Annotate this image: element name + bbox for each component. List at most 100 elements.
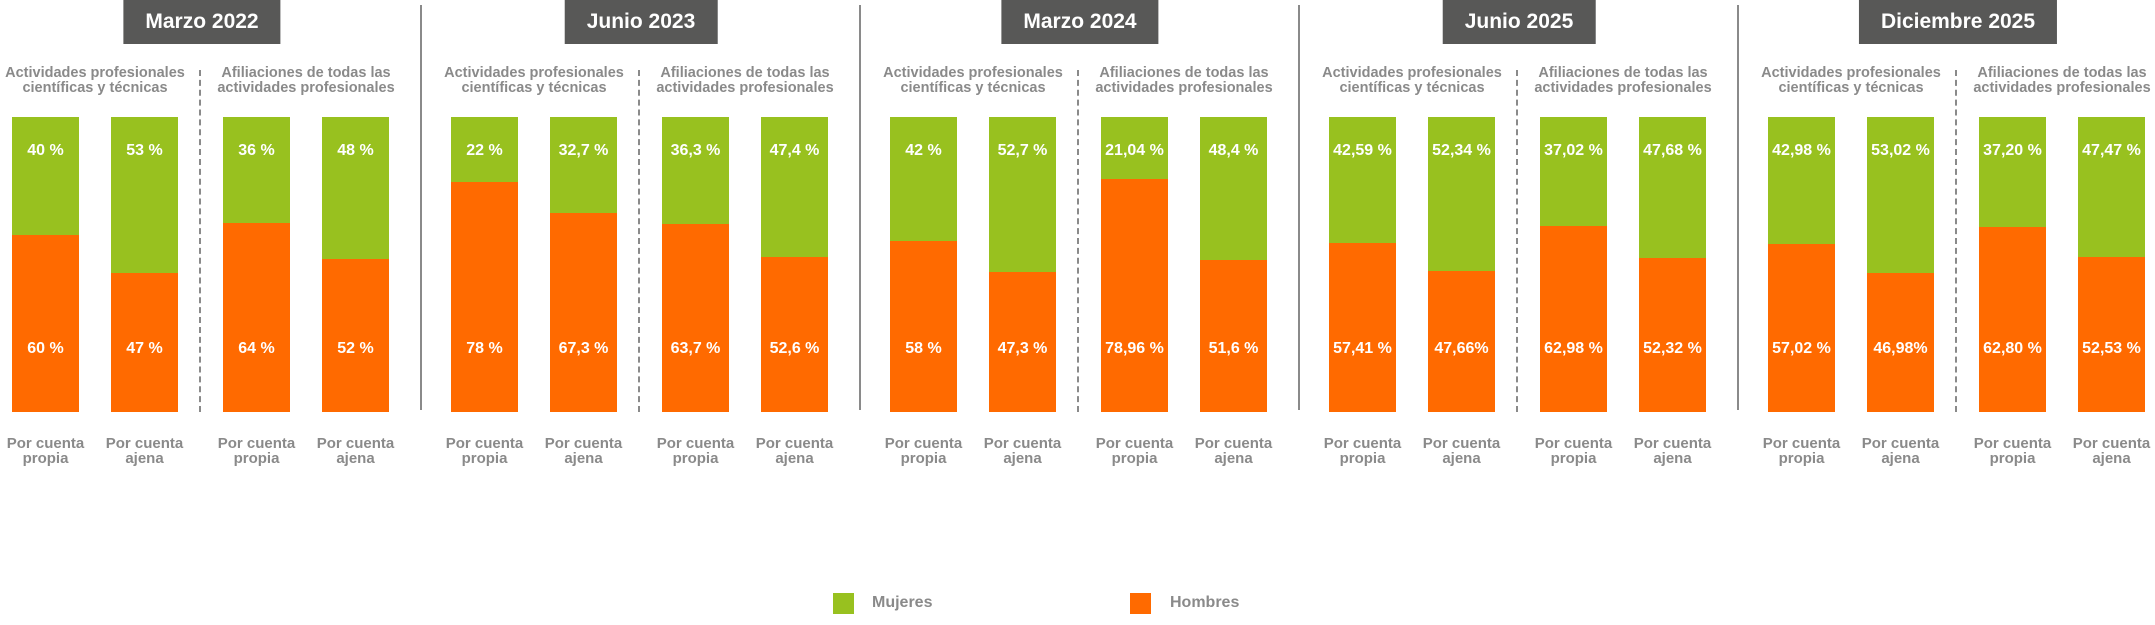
data-label-mujeres: 42,59 % — [1333, 142, 1392, 159]
group-divider-dashed — [638, 70, 640, 412]
data-label-mujeres: 36,3 % — [670, 142, 721, 159]
data-label-mujeres: 37,02 % — [1544, 142, 1603, 159]
group-title-line: Actividades profesionales — [1322, 65, 1502, 81]
panel-1: Junio 2023 Actividades profesionales cient… — [420, 0, 861, 625]
bar-segment-hombres — [2078, 257, 2145, 412]
stacked-bar: 42,98 % 57,02 % — [1768, 117, 1835, 412]
category-label-line: Por cuenta — [1194, 435, 1273, 452]
panel-title: Diciembre 2025 — [1858, 0, 2058, 44]
category-label: Por cuenta ajena — [1412, 436, 1512, 466]
category-label-line: Por cuenta — [656, 435, 735, 452]
group-title: Afiliaciones de todas las actividades pro… — [1952, 66, 2155, 96]
panel-title: Junio 2025 — [1442, 0, 1596, 44]
group-title-line: Afiliaciones de todas las — [1977, 65, 2147, 81]
data-label-mujeres: 21,04 % — [1105, 142, 1164, 159]
category-label: Por cuenta ajena — [306, 436, 406, 466]
data-label-mujeres: 48,4 % — [1208, 142, 1259, 159]
bar-segment-mujeres — [662, 117, 729, 225]
category-label-line: Por cuenta — [1095, 435, 1174, 452]
group-title: Actividades profesionales científicas y t… — [863, 66, 1083, 96]
bar-segment-mujeres — [550, 117, 617, 214]
group-title-line: Actividades profesionales — [444, 65, 624, 81]
stacked-bar: 37,20 % 62,80 % — [1979, 117, 2046, 412]
data-label-hombres: 78,96 % — [1105, 340, 1164, 357]
group-divider-dashed — [1516, 70, 1518, 412]
stacked-bar: 47,68 % 52,32 % — [1639, 117, 1706, 412]
data-label-mujeres: 42 % — [905, 142, 942, 159]
bar-segment-hombres — [1768, 243, 1835, 412]
stacked-bar: 52,7 % 47,3 % — [989, 117, 1056, 412]
bar-segment-mujeres — [12, 117, 79, 235]
panel-0: Marzo 2022 Actividades profesionales cient… — [0, 0, 422, 625]
data-label-hombres: 67,3 % — [558, 340, 609, 357]
bar-segment-mujeres — [1768, 117, 1835, 244]
group-title-line: Afiliaciones de todas las — [1538, 65, 1708, 81]
stacked-bar: 21,04 % 78,96 % — [1101, 117, 1168, 412]
bar-segment-hombres — [1540, 226, 1607, 412]
category-label: Por cuenta propia — [1963, 436, 2063, 466]
data-label-hombres: 46,98% — [1873, 340, 1928, 357]
bar-segment-mujeres — [1979, 117, 2046, 227]
group-title-line: Actividades profesionales — [5, 65, 185, 81]
panel-2: Marzo 2024 Actividades profesionales cient… — [859, 0, 1300, 625]
category-label-line: Por cuenta — [316, 435, 395, 452]
data-label-hombres: 78 % — [466, 340, 503, 357]
stacked-bar: 36 % 64 % — [223, 117, 290, 412]
category-label: Por cuenta propia — [874, 436, 974, 466]
stacked-bar: 52,34 % 47,66% — [1428, 117, 1495, 412]
bar-segment-mujeres — [1329, 117, 1396, 243]
group-title: Afiliaciones de todas las actividades pro… — [196, 66, 416, 96]
group-title-line: actividades profesionales — [217, 80, 395, 96]
data-label-hombres: 52,32 % — [1643, 340, 1702, 357]
data-label-hombres: 57,02 % — [1772, 340, 1831, 357]
category-label-line: propia — [672, 450, 719, 467]
category-label-line: ajena — [564, 450, 603, 467]
bar-segment-mujeres — [223, 117, 290, 224]
panel-title: Marzo 2022 — [123, 0, 281, 44]
bar-segment-hombres — [1101, 179, 1168, 412]
group-title-line: Afiliaciones de todas las — [1099, 65, 1269, 81]
panel-divider — [1737, 5, 1739, 410]
category-label-line: propia — [1778, 450, 1825, 467]
panel-title: Marzo 2024 — [1001, 0, 1159, 44]
category-label: Por cuenta ajena — [95, 436, 195, 466]
stacked-bar: 48,4 % 51,6 % — [1200, 117, 1267, 412]
data-label-hombres: 52 % — [337, 340, 374, 357]
category-label-line: Por cuenta — [755, 435, 834, 452]
data-label-mujeres: 53,02 % — [1871, 142, 1930, 159]
group-title-line: actividades profesionales — [1095, 80, 1273, 96]
category-label-line: propia — [1550, 450, 1597, 467]
stacked-bar: 32,7 % 67,3 % — [550, 117, 617, 412]
stacked-bar: 53 % 47 % — [111, 117, 178, 412]
bar-segment-hombres — [322, 258, 389, 412]
category-label-line: Por cuenta — [6, 435, 85, 452]
category-label: Por cuenta propia — [1752, 436, 1852, 466]
category-label: Por cuenta ajena — [534, 436, 634, 466]
legend-label-hombres: Hombres — [1170, 594, 1240, 611]
stacked-bar: 42,59 % 57,41 % — [1329, 117, 1396, 412]
group-title: Actividades profesionales científicas y t… — [1741, 66, 1961, 96]
category-label-line: Por cuenta — [1323, 435, 1402, 452]
category-label-line: Por cuenta — [884, 435, 963, 452]
data-label-hombres: 60 % — [27, 340, 64, 357]
stacked-bar: 47,47 % 52,53 % — [2078, 117, 2145, 412]
bar-segment-mujeres — [2078, 117, 2145, 258]
category-label-line: Por cuenta — [217, 435, 296, 452]
category-label-line: Por cuenta — [105, 435, 184, 452]
group-title-line: científicas y técnicas — [1339, 80, 1485, 96]
panel-4: Diciembre 2025 Actividades profesionales c… — [1737, 0, 2155, 625]
category-label-line: propia — [1339, 450, 1386, 467]
group-title-line: Actividades profesionales — [1761, 65, 1941, 81]
category-label-line: Por cuenta — [1762, 435, 1841, 452]
data-label-mujeres: 32,7 % — [558, 142, 609, 159]
data-label-hombres: 47,66% — [1434, 340, 1489, 357]
stacked-bar: 47,4 % 52,6 % — [761, 117, 828, 412]
bar-segment-hombres — [550, 213, 617, 412]
stacked-bar: 42 % 58 % — [890, 117, 957, 412]
bar-segment-hombres — [1867, 273, 1934, 412]
bar-segment-hombres — [12, 235, 79, 412]
stacked-bar: 53,02 % 46,98% — [1867, 117, 1934, 412]
panel-title: Junio 2023 — [564, 0, 718, 44]
group-title-line: científicas y técnicas — [900, 80, 1046, 96]
data-label-mujeres: 48 % — [337, 142, 374, 159]
